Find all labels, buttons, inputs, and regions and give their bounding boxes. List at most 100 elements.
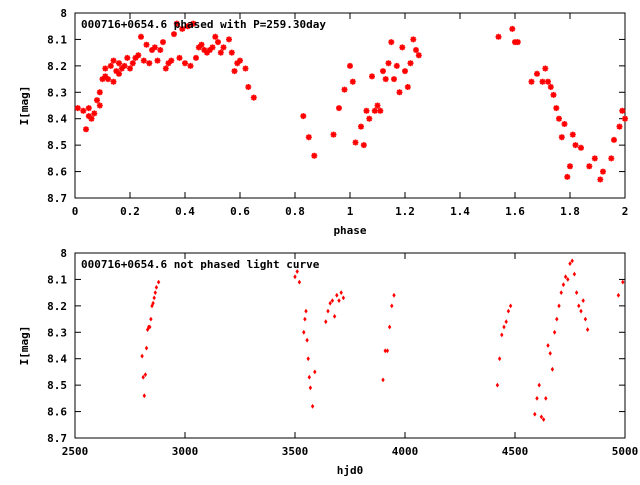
unphased-plot-point	[572, 271, 577, 277]
unphased-plot-point	[385, 348, 390, 354]
unphased-plot-point	[297, 279, 302, 285]
phased-plot-point	[149, 47, 155, 53]
phased-plot-point	[578, 144, 584, 151]
unphased-plot-point	[383, 348, 387, 354]
unphased-plot-point	[140, 353, 144, 359]
phased-plot-point	[102, 73, 109, 80]
unphased-plot-point	[568, 261, 572, 266]
unphased-plot-point	[539, 414, 544, 420]
phased-plot-point	[352, 139, 359, 146]
phased-plot-point	[619, 107, 626, 114]
unphased-plot-ytick-label: 8.6	[47, 406, 67, 419]
unphased-plot-point	[495, 382, 500, 388]
unphased-plot-point	[330, 298, 335, 303]
unphased-plot-point	[616, 292, 621, 298]
unphased-plot-point	[583, 316, 588, 322]
phased-plot-point	[143, 41, 150, 48]
unphased-plot-ytick-label: 8.5	[47, 379, 67, 392]
phased-plot-xtick-label: 0	[72, 205, 79, 218]
unphased-plot-point	[304, 308, 308, 314]
phased-plot-point	[217, 49, 224, 56]
phased-plot-point	[182, 60, 188, 67]
phased-plot-point	[187, 62, 194, 69]
phased-plot-point	[407, 60, 414, 67]
unphased-plot-xtick-label: 5000	[612, 445, 639, 458]
phased-plot-point	[157, 47, 164, 53]
phased-plot-point	[127, 65, 133, 72]
phased-plot-xlabel: phase	[333, 224, 366, 237]
phased-plot-point	[597, 176, 604, 183]
unphased-plot-xlabel: hjd0	[337, 464, 364, 477]
unphased-plot-point	[557, 303, 561, 309]
phased-plot-point	[96, 89, 103, 96]
phased-plot-xtick-label: 1.2	[395, 205, 415, 218]
unphased-plot-point	[156, 279, 161, 285]
unphased-plot-point	[306, 356, 310, 362]
unphased-plot-point	[141, 374, 145, 380]
phased-plot-xtick-label: 2	[622, 205, 629, 218]
phased-plot-xtick-label: 0.2	[120, 205, 140, 218]
unphased-plot-point	[621, 279, 625, 285]
phased-plot-point	[399, 44, 406, 51]
phased-plot-point	[564, 173, 571, 180]
phased-plot-point	[561, 121, 568, 127]
phased-plot-point	[162, 65, 169, 72]
unphased-plot-point	[332, 314, 337, 319]
unphased-plot-point	[303, 316, 307, 322]
phased-plot-frame	[74, 12, 626, 199]
unphased-plot-point	[307, 374, 311, 380]
phased-plot-point	[231, 68, 238, 75]
phased-plot-point	[391, 76, 397, 83]
phased-plot-point	[553, 105, 560, 112]
unphased-plot-point	[324, 319, 328, 325]
phased-plot-point	[600, 168, 606, 175]
phased-plot-point	[135, 52, 142, 59]
unphased-plot-point	[552, 329, 557, 335]
phased-plot-point	[374, 102, 381, 109]
phased-plot-point	[206, 47, 213, 53]
phased-plot-point	[105, 76, 111, 83]
unphased-plot-point	[149, 316, 153, 322]
phased-plot-point	[209, 44, 216, 51]
phased-plot-ytick-label: 8.6	[47, 166, 67, 179]
unphased-plot-point	[566, 277, 570, 282]
unphased-plot-point	[302, 329, 306, 335]
phased-plot-point	[567, 163, 573, 170]
phased-plot-point	[550, 91, 557, 98]
phased-plot-point	[558, 134, 565, 141]
unphased-plot-point	[151, 300, 155, 306]
phased-plot-point	[237, 57, 243, 64]
unphased-plot-xtick-label: 2500	[62, 445, 89, 458]
unphased-plot-point	[142, 393, 146, 399]
phased-plot-point	[96, 102, 103, 109]
phased-plot-xtick-label: 0.6	[230, 205, 250, 218]
phased-plot-point	[113, 68, 120, 75]
phased-plot-point	[198, 41, 205, 48]
unphased-plot-point	[154, 285, 159, 290]
phased-plot-point	[88, 115, 95, 122]
phased-plot-point	[413, 47, 419, 53]
unphased-plot-point	[544, 396, 548, 401]
unphased-plot-point	[144, 345, 149, 351]
unphased-plot-point	[585, 327, 590, 332]
phased-plot-point	[171, 31, 177, 38]
phased-plot-point	[349, 78, 356, 85]
phased-plot-point	[415, 52, 422, 59]
phased-plot-point	[110, 57, 117, 64]
phased-plot-point	[385, 60, 392, 67]
phased-plot-ticks: 0 0.2 0.4 0.6 0.8 1 1.2 1.4 1.6 1.8 2 8 8.1 8.2 8.3 8.4…	[47, 7, 628, 218]
phased-plot-point	[608, 155, 615, 162]
phased-plot-xtick-label: 0.8	[285, 205, 305, 218]
phased-plot-point	[360, 142, 367, 149]
phased-plot-point	[341, 86, 348, 93]
phased-plot-point	[154, 57, 161, 64]
phased-plot-point	[358, 123, 364, 130]
unphased-plot-point	[579, 308, 583, 314]
phased-plot-point	[410, 36, 417, 43]
phased-plot-point	[99, 76, 106, 83]
unphased-plot-point	[504, 319, 508, 325]
unphased-plot-point	[390, 303, 394, 309]
phased-plot-point	[611, 136, 617, 143]
phased-plot-point	[204, 49, 210, 56]
